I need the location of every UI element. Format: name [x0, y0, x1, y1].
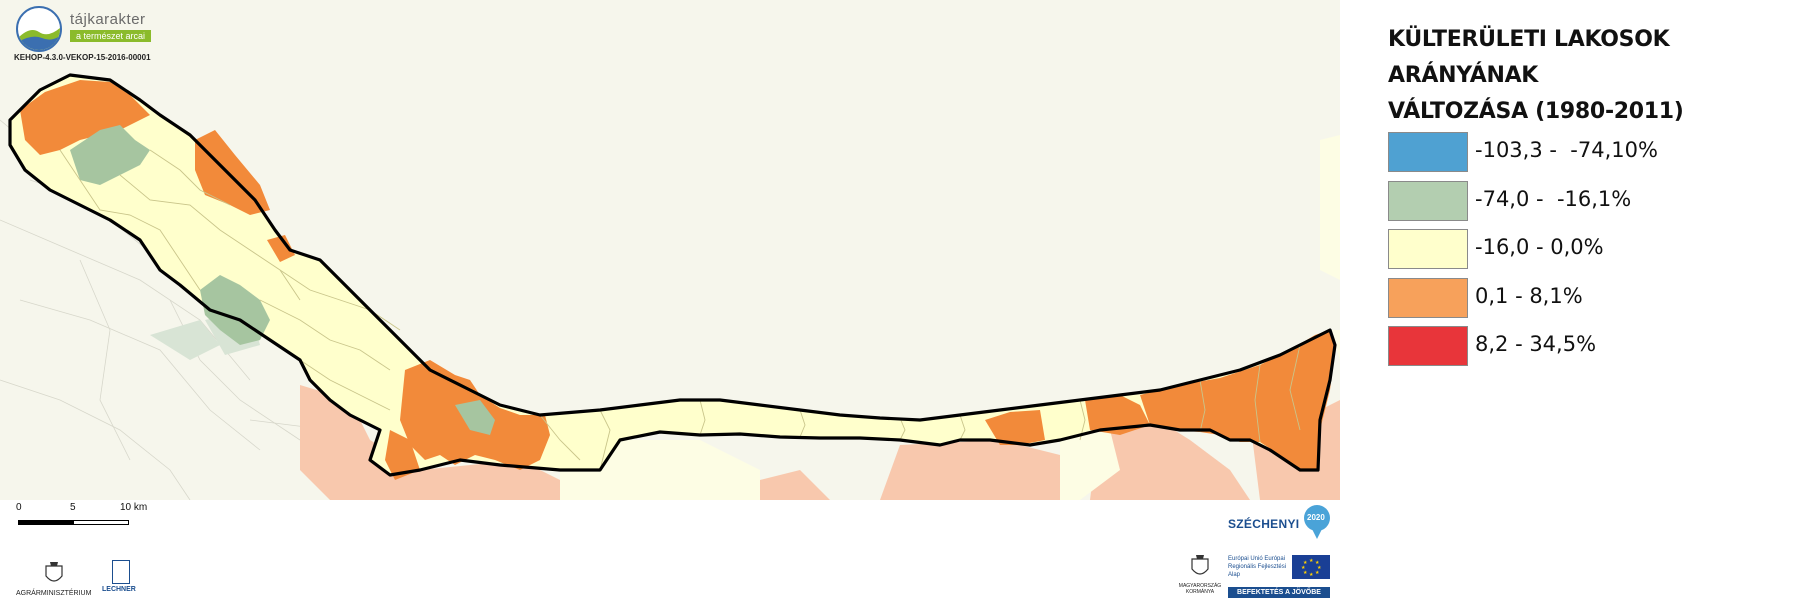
eu-fund-text: Európai Unió Európai Regionális Fejleszt… [1228, 556, 1287, 578]
legend-title: KÜLTERÜLETI LAKOSOK ARÁNYÁNAK VÁLTOZÁSA … [1388, 22, 1788, 130]
region-green [455, 400, 495, 435]
map-pin-icon [1304, 505, 1330, 531]
neighbor-region [150, 320, 220, 360]
legend-label: 0,1 - 8,1% [1475, 283, 1583, 308]
government-label: MAGYARORSZÁG KORMÁNYA [1178, 583, 1222, 595]
eu-logo: Európai Unió Európai Regionális Fejleszt… [1228, 555, 1338, 599]
logo-name: tájkarakter [70, 11, 146, 28]
region-orange [267, 235, 295, 262]
map-legend: KÜLTERÜLETI LAKOSOK ARÁNYÁNAK VÁLTOZÁSA … [1388, 22, 1788, 375]
lechner-logo: LECHNER [102, 560, 152, 600]
choropleth-map[interactable] [0, 0, 1340, 500]
legend-item: 0,1 - 8,1% [1388, 277, 1788, 327]
region-orange [1085, 395, 1150, 435]
szechenyi-label: SZÉCHENYI [1228, 517, 1300, 531]
government-logo: MAGYARORSZÁG KORMÁNYA [1176, 553, 1224, 599]
legend-swatch [1388, 326, 1468, 366]
lechner-mark-icon [112, 560, 130, 584]
region-orange [20, 80, 150, 155]
scale-bar: 0 5 10 km [16, 502, 158, 532]
legend-swatch [1388, 229, 1468, 269]
neighbor-region [880, 440, 1080, 500]
project-code: KEHOP-4.3.0-VEKOP-15-2016-00001 [14, 53, 151, 62]
coat-of-arms-icon [1191, 555, 1209, 575]
study-area-boundary [8, 73, 1337, 477]
municipal-boundaries [59, 149, 1301, 471]
ministry-label: AGRÁRMINISZTÉRIUM [16, 590, 92, 597]
landscape-logo-icon [16, 6, 62, 52]
legend-item: -74,0 - -16,1% [1388, 180, 1788, 230]
scale-segment-white [73, 520, 129, 525]
lechner-label: LECHNER [102, 586, 136, 593]
legend-item: -103,3 - -74,10% [1388, 132, 1788, 181]
legend-label: -103,3 - -74,10% [1475, 138, 1658, 162]
eu-flag-icon: ★ ★ ★ ★ ★ ★ ★ ★ [1292, 555, 1330, 579]
legend-swatch [1388, 277, 1468, 318]
scale-label-5: 5 [70, 502, 76, 513]
legend-label: -16,0 - 0,0% [1475, 235, 1604, 259]
legend-swatch [1388, 132, 1468, 172]
legend-item: 8,2 - 34,5% [1388, 326, 1788, 375]
region-orange [385, 430, 420, 480]
agrarminiszterium-logo: AGRÁRMINISZTÉRIUM [16, 560, 96, 600]
eu-slogan: BEFEKTETÉS A JÖVŐBE [1228, 587, 1330, 598]
scale-segment-black [18, 520, 74, 525]
study-area-fill [10, 75, 1335, 475]
region-green [70, 125, 150, 185]
region-orange [1140, 330, 1335, 470]
scale-label-0: 0 [16, 502, 22, 513]
tajkarakter-logo: tájkarakter a természet arcai KEHOP-4.3.… [14, 6, 204, 66]
szechenyi-year: 2020 [1307, 513, 1325, 522]
neighbor-region [760, 470, 830, 500]
map-pin-tip [1311, 527, 1323, 539]
legend-label: -74,0 - -16,1% [1475, 186, 1632, 211]
legend-title-line2: VÁLTOZÁSA (1980-2011) [1388, 99, 1684, 124]
coat-of-arms-icon [45, 562, 63, 582]
neighbor-region [1060, 430, 1120, 500]
szechenyi-2020-logo: SZÉCHENYI 2020 [1228, 505, 1338, 545]
region-orange [195, 130, 270, 215]
neighbor-region [1320, 135, 1340, 280]
legend-items: -103,3 - -74,10% -74,0 - -16,1% -16,0 - … [1388, 132, 1788, 375]
region-orange [985, 410, 1045, 445]
legend-swatch [1388, 180, 1468, 221]
neighbor-region [1090, 415, 1250, 500]
legend-label: 8,2 - 34,5% [1475, 332, 1597, 356]
scale-label-10: 10 km [120, 502, 148, 513]
neighbor-region [300, 385, 560, 500]
map-area[interactable] [0, 0, 1340, 500]
legend-item: -16,0 - 0,0% [1388, 229, 1788, 278]
logo-tagline: a természet arcai [70, 30, 152, 42]
legend-title-line1: KÜLTERÜLETI LAKOSOK ARÁNYÁNAK [1388, 27, 1670, 88]
